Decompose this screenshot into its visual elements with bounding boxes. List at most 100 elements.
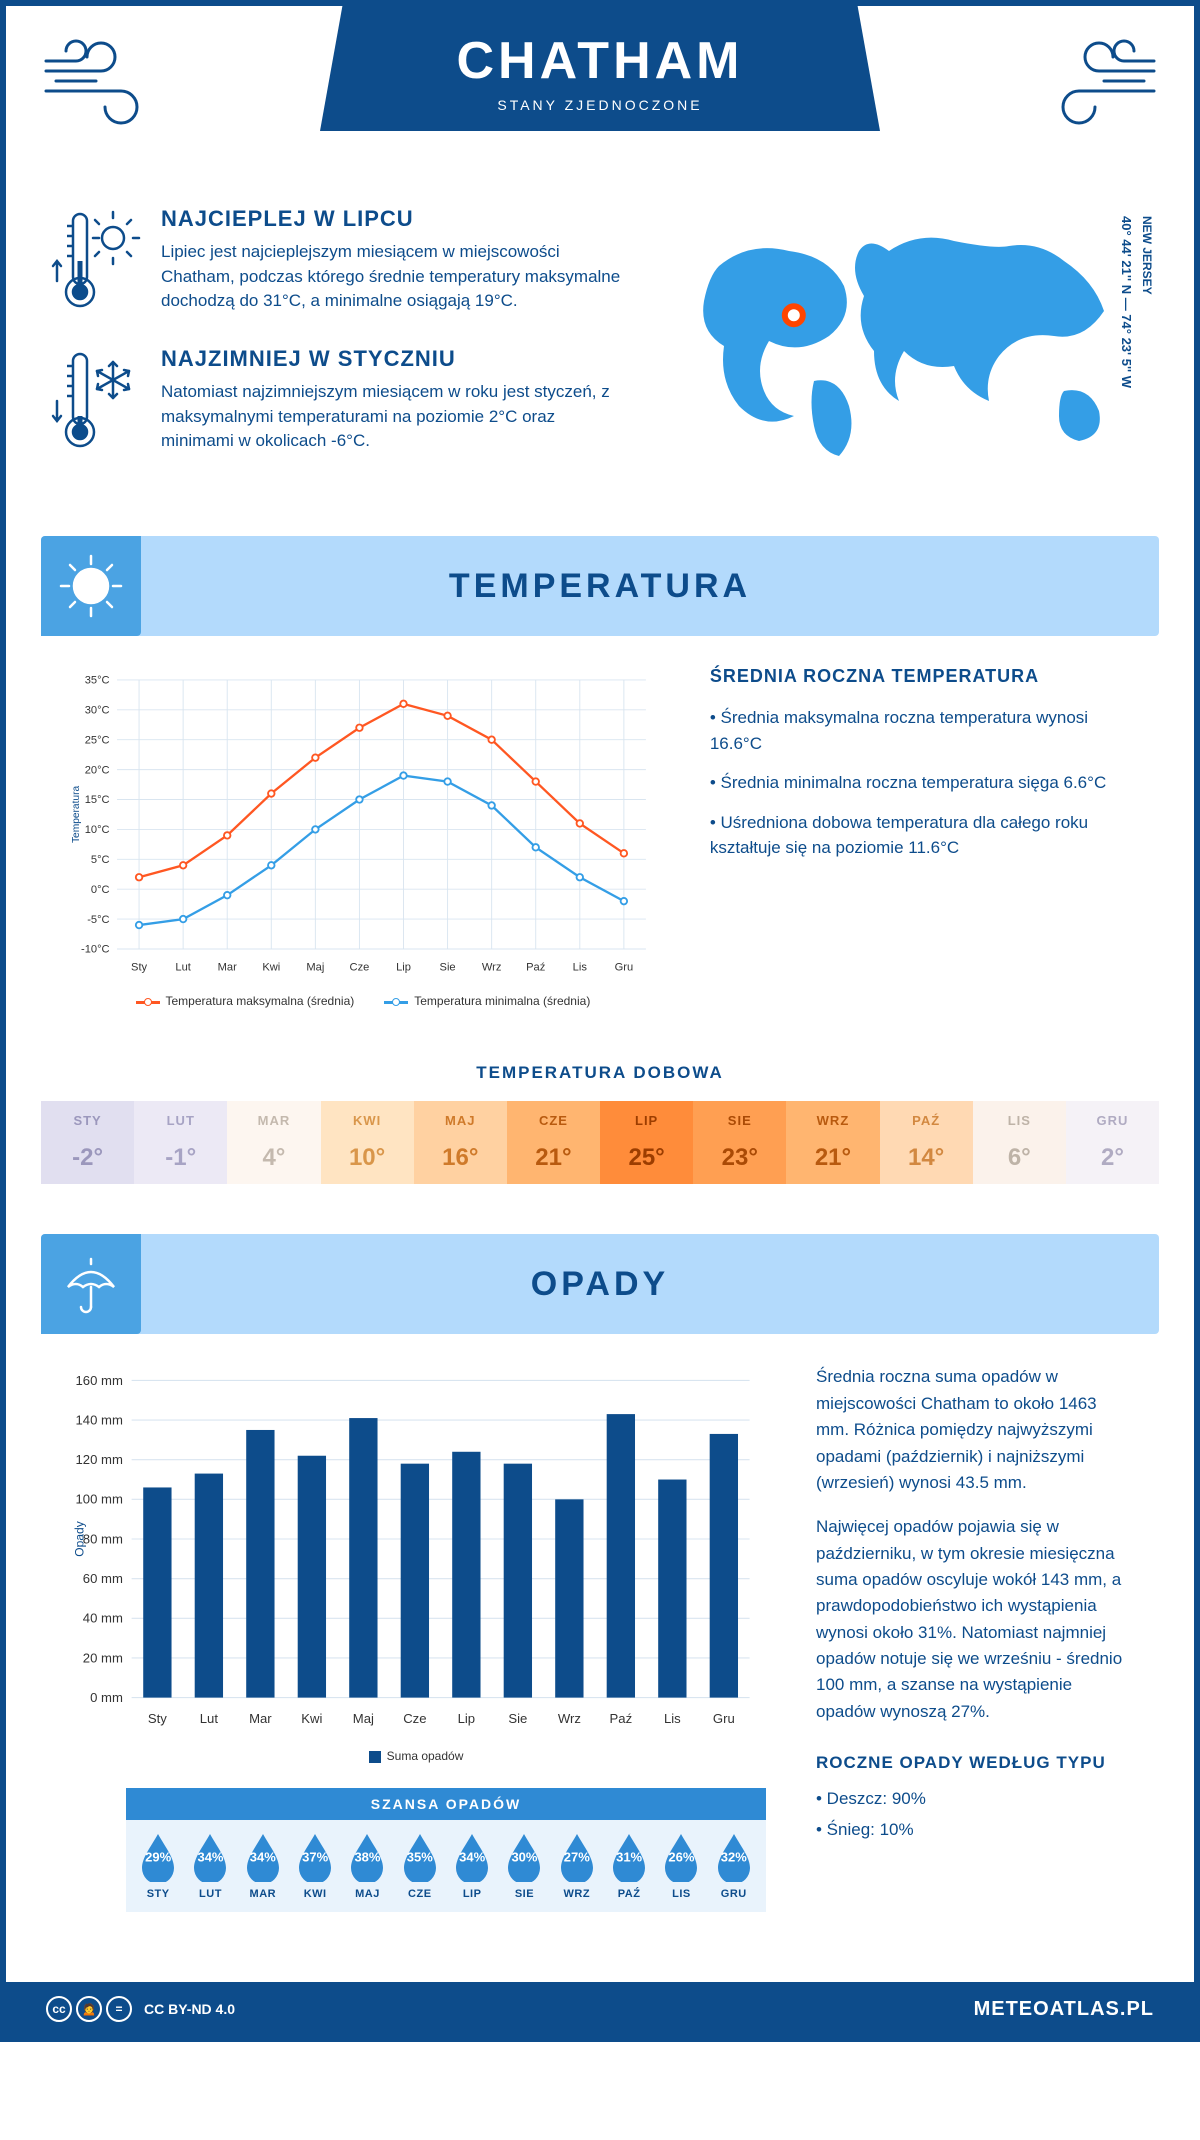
chance-month: LIP [446,1888,498,1900]
svg-text:Sty: Sty [148,1711,167,1726]
raindrop-icon: 35% [400,1830,440,1882]
svg-text:160 mm: 160 mm [76,1373,123,1388]
svg-text:10°C: 10°C [85,824,110,836]
hot-title: NAJCIEPLEJ W LIPCU [161,206,629,232]
chance-value: 34% [197,1850,223,1865]
daily-cell: MAJ 16° [414,1101,507,1184]
chance-value: 34% [459,1850,485,1865]
svg-text:80 mm: 80 mm [83,1532,123,1547]
chance-cell: 29% STY [132,1830,184,1900]
daily-cell: PAŹ14° [880,1101,973,1184]
chance-table: 29% STY 34% LUT 34% MAR 37% KWI 38% MAJ … [126,1820,766,1912]
raindrop-icon: 34% [190,1830,230,1882]
daily-value: 23° [722,1144,758,1171]
daily-cell: WRZ21° [786,1101,879,1184]
precip-type-title: ROCZNE OPADY WEDŁUG TYPU [816,1750,1134,1776]
chance-value: 34% [250,1850,276,1865]
precip-type-b1: • Deszcz: 90% [816,1786,1134,1812]
precip-section-bar: OPADY [41,1234,1159,1334]
chance-month: WRZ [551,1888,603,1900]
avg-temp-b3: • Uśredniona dobowa temperatura dla całe… [710,810,1134,861]
raindrop-icon: 34% [452,1830,492,1882]
chance-value: 37% [302,1850,328,1865]
svg-text:20 mm: 20 mm [83,1651,123,1666]
chance-cell: 31% PAŹ [603,1830,655,1900]
title-banner: CHATHAM STANY ZJEDNOCZONE [320,6,880,131]
brand-label: METEOATLAS.PL [974,1998,1154,2021]
temperature-section-bar: TEMPERATURA [41,536,1159,636]
daily-cell: LIP25° [600,1101,693,1184]
svg-text:40 mm: 40 mm [83,1611,123,1626]
coords-value: 40° 44' 21'' N — 74° 23' 5'' W [1119,216,1134,388]
raindrop-icon: 26% [661,1830,701,1882]
svg-text:Gru: Gru [615,961,634,973]
raindrop-icon: 31% [609,1830,649,1882]
thermometer-cold-icon [51,346,141,456]
svg-text:20°C: 20°C [85,764,110,776]
daily-cell: GRU 2° [1066,1101,1159,1184]
raindrop-icon: 32% [714,1830,754,1882]
svg-text:Lip: Lip [458,1711,476,1726]
svg-text:5°C: 5°C [91,854,110,866]
svg-text:Sty: Sty [131,961,148,973]
cold-text: Natomiast najzimniejszym miesiącem w rok… [161,380,629,454]
chance-value: 31% [616,1850,642,1865]
daily-value: 2° [1101,1144,1124,1171]
coordinates: NEW JERSEY 40° 44' 21'' N — 74° 23' 5'' … [1115,216,1157,388]
svg-text:-5°C: -5°C [87,914,109,926]
svg-text:Maj: Maj [306,961,324,973]
precip-type-b2: • Śnieg: 10% [816,1817,1134,1843]
hottest-fact: NAJCIEPLEJ W LIPCU Lipiec jest najcieple… [51,206,629,316]
avg-temp-b1: • Średnia maksymalna roczna temperatura … [710,705,1134,756]
raindrop-icon: 27% [557,1830,597,1882]
daily-cell: LUT-1° [134,1101,227,1184]
chance-value: 27% [564,1850,590,1865]
svg-text:25°C: 25°C [85,734,110,746]
svg-text:60 mm: 60 mm [83,1571,123,1586]
wind-icon [1034,36,1164,136]
daily-value: -1° [165,1144,196,1171]
svg-text:35°C: 35°C [85,675,110,687]
daily-month: PAŹ [880,1113,973,1128]
svg-text:Mar: Mar [249,1711,272,1726]
precip-heading: OPADY [531,1265,669,1304]
daily-month: GRU [1066,1113,1159,1128]
footer: cc 🙍 = CC BY-ND 4.0 METEOATLAS.PL [6,1982,1194,2036]
by-icon: 🙍 [76,1996,102,2022]
svg-text:30°C: 30°C [85,705,110,717]
header: CHATHAM STANY ZJEDNOCZONE [6,6,1194,166]
map-marker-icon [785,306,803,324]
chance-month: MAR [237,1888,289,1900]
chance-value: 29% [145,1850,171,1865]
daily-month: MAR [227,1113,320,1128]
cc-icons: cc 🙍 = [46,1996,132,2022]
svg-text:-10°C: -10°C [81,944,110,956]
raindrop-icon: 34% [243,1830,283,1882]
umbrella-icon [56,1249,126,1319]
nd-icon: = [106,1996,132,2022]
svg-text:Lut: Lut [175,961,191,973]
chance-value: 35% [407,1850,433,1865]
daily-temp-title: TEMPERATURA DOBOWA [6,1063,1194,1083]
chance-month: GRU [708,1888,760,1900]
daily-value: -2° [72,1144,103,1171]
license-label: CC BY-ND 4.0 [144,2001,235,2017]
page-subtitle: STANY ZJEDNOCZONE [350,97,850,113]
daily-month: SIE [693,1113,786,1128]
avg-temp-title: ŚREDNIA ROCZNA TEMPERATURA [710,666,1134,687]
sun-icon [56,551,126,621]
daily-cell: SIE 23° [693,1101,786,1184]
raindrop-icon: 30% [504,1830,544,1882]
hot-text: Lipiec jest najcieplejszym miesiącem w m… [161,240,629,314]
chance-month: CZE [394,1888,446,1900]
daily-value: 16° [442,1144,478,1171]
daily-month: MAJ [414,1113,507,1128]
chance-value: 32% [721,1850,747,1865]
chance-cell: 38% MAJ [341,1830,393,1900]
svg-text:Gru: Gru [713,1711,735,1726]
svg-text:Cze: Cze [403,1711,426,1726]
raindrop-icon: 29% [138,1830,178,1882]
svg-text:Temperatura: Temperatura [71,786,82,844]
chance-month: STY [132,1888,184,1900]
wind-icon [36,36,166,136]
